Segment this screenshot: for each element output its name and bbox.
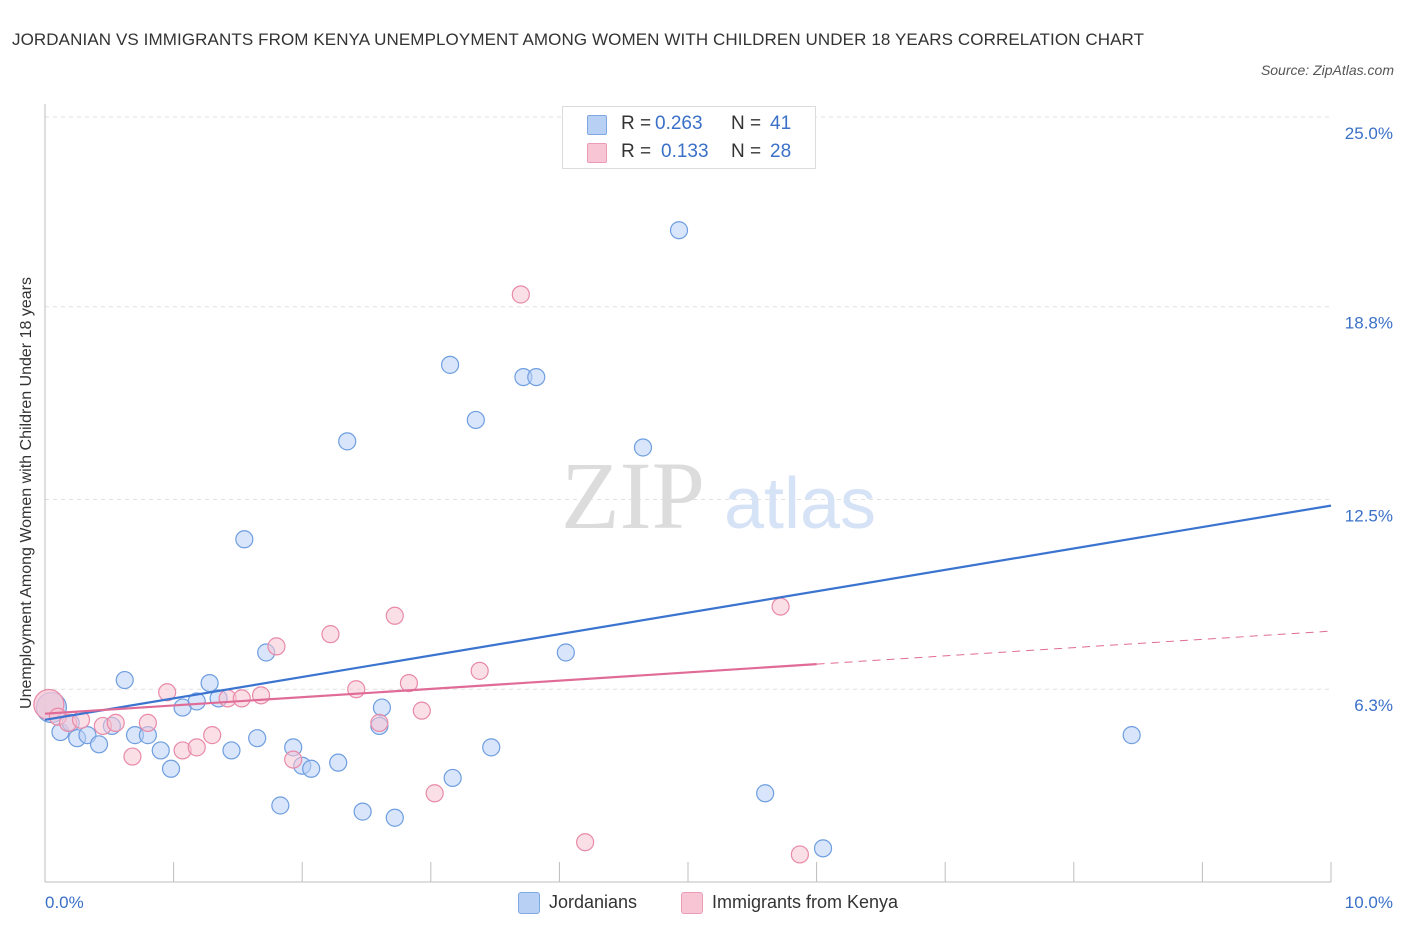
jordanian-point — [466, 410, 485, 430]
watermark-zip: ZIP — [561, 442, 705, 549]
y-tick-label: 12.5% — [1345, 507, 1393, 526]
jordanian-point — [443, 768, 462, 788]
legend-label-kenya: Immigrants from Kenya — [712, 892, 899, 912]
jordanian-trend-line — [44, 504, 1332, 721]
legend-swatch-jordanians — [518, 892, 540, 914]
r-value: 0.133 — [661, 141, 709, 162]
jordanian-point — [151, 741, 170, 760]
legend-swatch-pink — [587, 143, 607, 163]
x-tick-label: 10.0% — [1345, 893, 1393, 912]
watermark-atlas: atlas — [724, 464, 876, 544]
jordanian-point — [302, 759, 321, 778]
legend-label-jordanians: Jordanians — [549, 892, 638, 912]
jordanian-point — [235, 530, 254, 549]
r-label: R = — [621, 113, 652, 134]
trend-layer — [44, 504, 1332, 721]
jordanian-point — [161, 759, 181, 778]
kenya-point — [267, 637, 286, 656]
jordanian-point — [222, 741, 241, 760]
n-label: N = — [731, 141, 762, 162]
jordanian-point — [385, 808, 404, 827]
r-value: 0.263 — [655, 113, 703, 134]
n-value: 41 — [770, 113, 792, 134]
kenya-point — [385, 606, 404, 625]
stats-legend: R = 0.263 N = 41 R = 0.133 N = 28 — [562, 106, 816, 169]
jordanian-point — [482, 738, 501, 757]
kenya-point — [399, 673, 419, 693]
jordanian-point — [527, 368, 546, 387]
y-tick-label: 6.3% — [1354, 696, 1393, 715]
kenya-point — [370, 713, 389, 732]
kenya-point — [106, 713, 125, 732]
r-label: R = — [621, 141, 652, 162]
n-label: N = — [731, 113, 762, 134]
y-tick-label: 18.8% — [1345, 314, 1393, 333]
jordanian-point — [248, 729, 267, 748]
y-tick-label: 25.0% — [1345, 124, 1393, 143]
tick-labels: 6.3% 12.5% 18.8% 25.0% 0.0% 10.0% — [45, 124, 1393, 912]
kenya-point — [187, 738, 206, 757]
watermark: ZIP atlas — [561, 442, 876, 549]
jordanian-point — [669, 221, 689, 240]
x-tick-label: 0.0% — [45, 893, 84, 912]
jordanian-point — [756, 784, 775, 803]
kenya-point — [790, 845, 809, 864]
kenya-point — [203, 726, 222, 745]
kenya-point — [321, 625, 340, 644]
jordanian-point — [813, 839, 833, 858]
axis-layer — [44, 104, 1332, 883]
jordanian-point — [329, 753, 348, 772]
kenya-point — [123, 747, 142, 766]
jordanian-point — [556, 643, 575, 662]
kenya-point — [511, 285, 530, 304]
jordanian-point — [338, 432, 357, 451]
jordanian-point — [115, 670, 134, 690]
jordanian-point — [353, 802, 372, 821]
kenya-point — [284, 750, 303, 769]
grid-layer — [45, 116, 1331, 690]
jordanian-point — [440, 355, 460, 374]
kenya-point — [232, 689, 251, 708]
kenya-point — [771, 597, 790, 616]
kenya-point — [576, 833, 595, 852]
kenya-point — [425, 784, 444, 803]
jordanian-point — [187, 692, 206, 711]
kenya-trend-line — [44, 663, 817, 715]
n-value: 28 — [770, 141, 792, 162]
jordanian-point — [271, 796, 290, 815]
chart-title: JORDANIAN VS IMMIGRANTS FROM KENYA UNEMP… — [12, 30, 1145, 49]
kenya-point — [412, 701, 431, 720]
jordanian-point — [372, 698, 392, 717]
jordanian-point — [633, 438, 653, 457]
jordanian-point — [200, 673, 219, 693]
kenya-point — [158, 683, 177, 702]
legend-swatch-kenya — [681, 892, 703, 914]
y-axis-label: Unemployment Among Women with Children U… — [18, 277, 35, 709]
source-label: Source: ZipAtlas.com — [1260, 62, 1394, 78]
legend-swatch-blue — [587, 115, 607, 135]
kenya-trend-line-extension — [816, 630, 1332, 665]
jordanian-point — [1122, 726, 1141, 745]
kenya-point — [138, 713, 157, 732]
points-layer — [33, 221, 1141, 864]
kenya-point — [470, 661, 489, 680]
jordanian-point — [89, 735, 109, 754]
